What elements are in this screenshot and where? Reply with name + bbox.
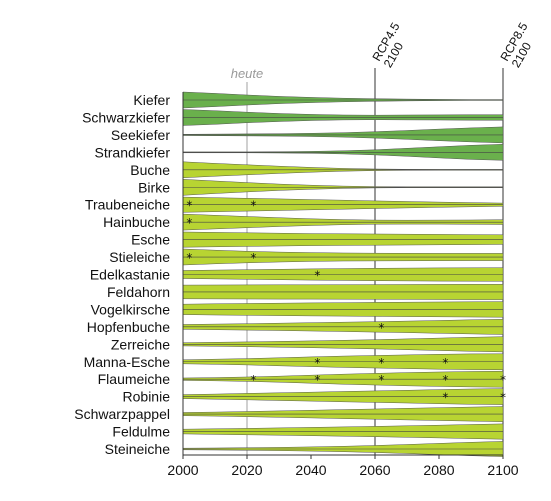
significance-star: * xyxy=(314,269,320,283)
species-label-edelkastanie: Edelkastanie xyxy=(90,267,170,283)
species-label-strandkiefer: Strandkiefer xyxy=(95,144,171,160)
species-label-manna-esche: Manna-Esche xyxy=(84,354,171,370)
species-label-robinie: Robinie xyxy=(123,389,171,405)
significance-star: * xyxy=(314,356,320,370)
significance-star: * xyxy=(442,373,448,387)
species-label-esche: Esche xyxy=(131,232,170,248)
species-label-stieleiche: Stieleiche xyxy=(109,249,170,265)
significance-star: * xyxy=(378,356,384,370)
significance-star: * xyxy=(500,391,506,405)
x-tick-label-2040: 2040 xyxy=(295,462,326,478)
x-tick-label-2080: 2080 xyxy=(423,462,454,478)
species-label-buche: Buche xyxy=(130,162,170,178)
species-label-steineiche: Steineiche xyxy=(105,441,171,457)
species-label-schwarzkiefer: Schwarzkiefer xyxy=(82,109,170,125)
species-label-hopfenbuche: Hopfenbuche xyxy=(87,319,171,335)
x-axis: 2000 2020 2040 2060 2080 2100 xyxy=(167,92,519,478)
species-label-zerreiche: Zerreiche xyxy=(111,336,170,352)
species-label-kiefer: Kiefer xyxy=(133,92,170,108)
significance-star: * xyxy=(442,356,448,370)
significance-star: * xyxy=(186,251,192,265)
species-label-vogelkirsche: Vogelkirsche xyxy=(91,301,171,317)
significance-star: * xyxy=(250,251,256,265)
species-label-feldulme: Feldulme xyxy=(112,424,170,440)
x-tick-label-2000: 2000 xyxy=(167,462,198,478)
species-label-birke: Birke xyxy=(138,179,170,195)
species-label-flaumeiche: Flaumeiche xyxy=(98,371,171,387)
significance-star: * xyxy=(250,199,256,213)
species-ribbons: * * * * * * * * * * * * * * * * * xyxy=(182,91,506,457)
heute-label: heute xyxy=(231,66,264,81)
x-tick-label-2100: 2100 xyxy=(487,462,518,478)
species-label-traubeneiche: Traubeneiche xyxy=(85,197,170,213)
species-label-hainbuche: Hainbuche xyxy=(103,214,170,230)
species-label-seekiefer: Seekiefer xyxy=(111,127,170,143)
significance-star: * xyxy=(378,373,384,387)
significance-star: * xyxy=(250,373,256,387)
significance-star: * xyxy=(500,373,506,387)
x-tick-label-2060: 2060 xyxy=(359,462,390,478)
species-label-schwarzpappel: Schwarzpappel xyxy=(74,406,170,422)
species-label-feldahorn: Feldahorn xyxy=(107,284,170,300)
significance-star: * xyxy=(186,216,192,230)
x-tick-label-2020: 2020 xyxy=(231,462,262,478)
significance-star: * xyxy=(186,199,192,213)
significance-star: * xyxy=(378,321,384,335)
significance-star: * xyxy=(442,391,448,405)
significance-star: * xyxy=(314,373,320,387)
